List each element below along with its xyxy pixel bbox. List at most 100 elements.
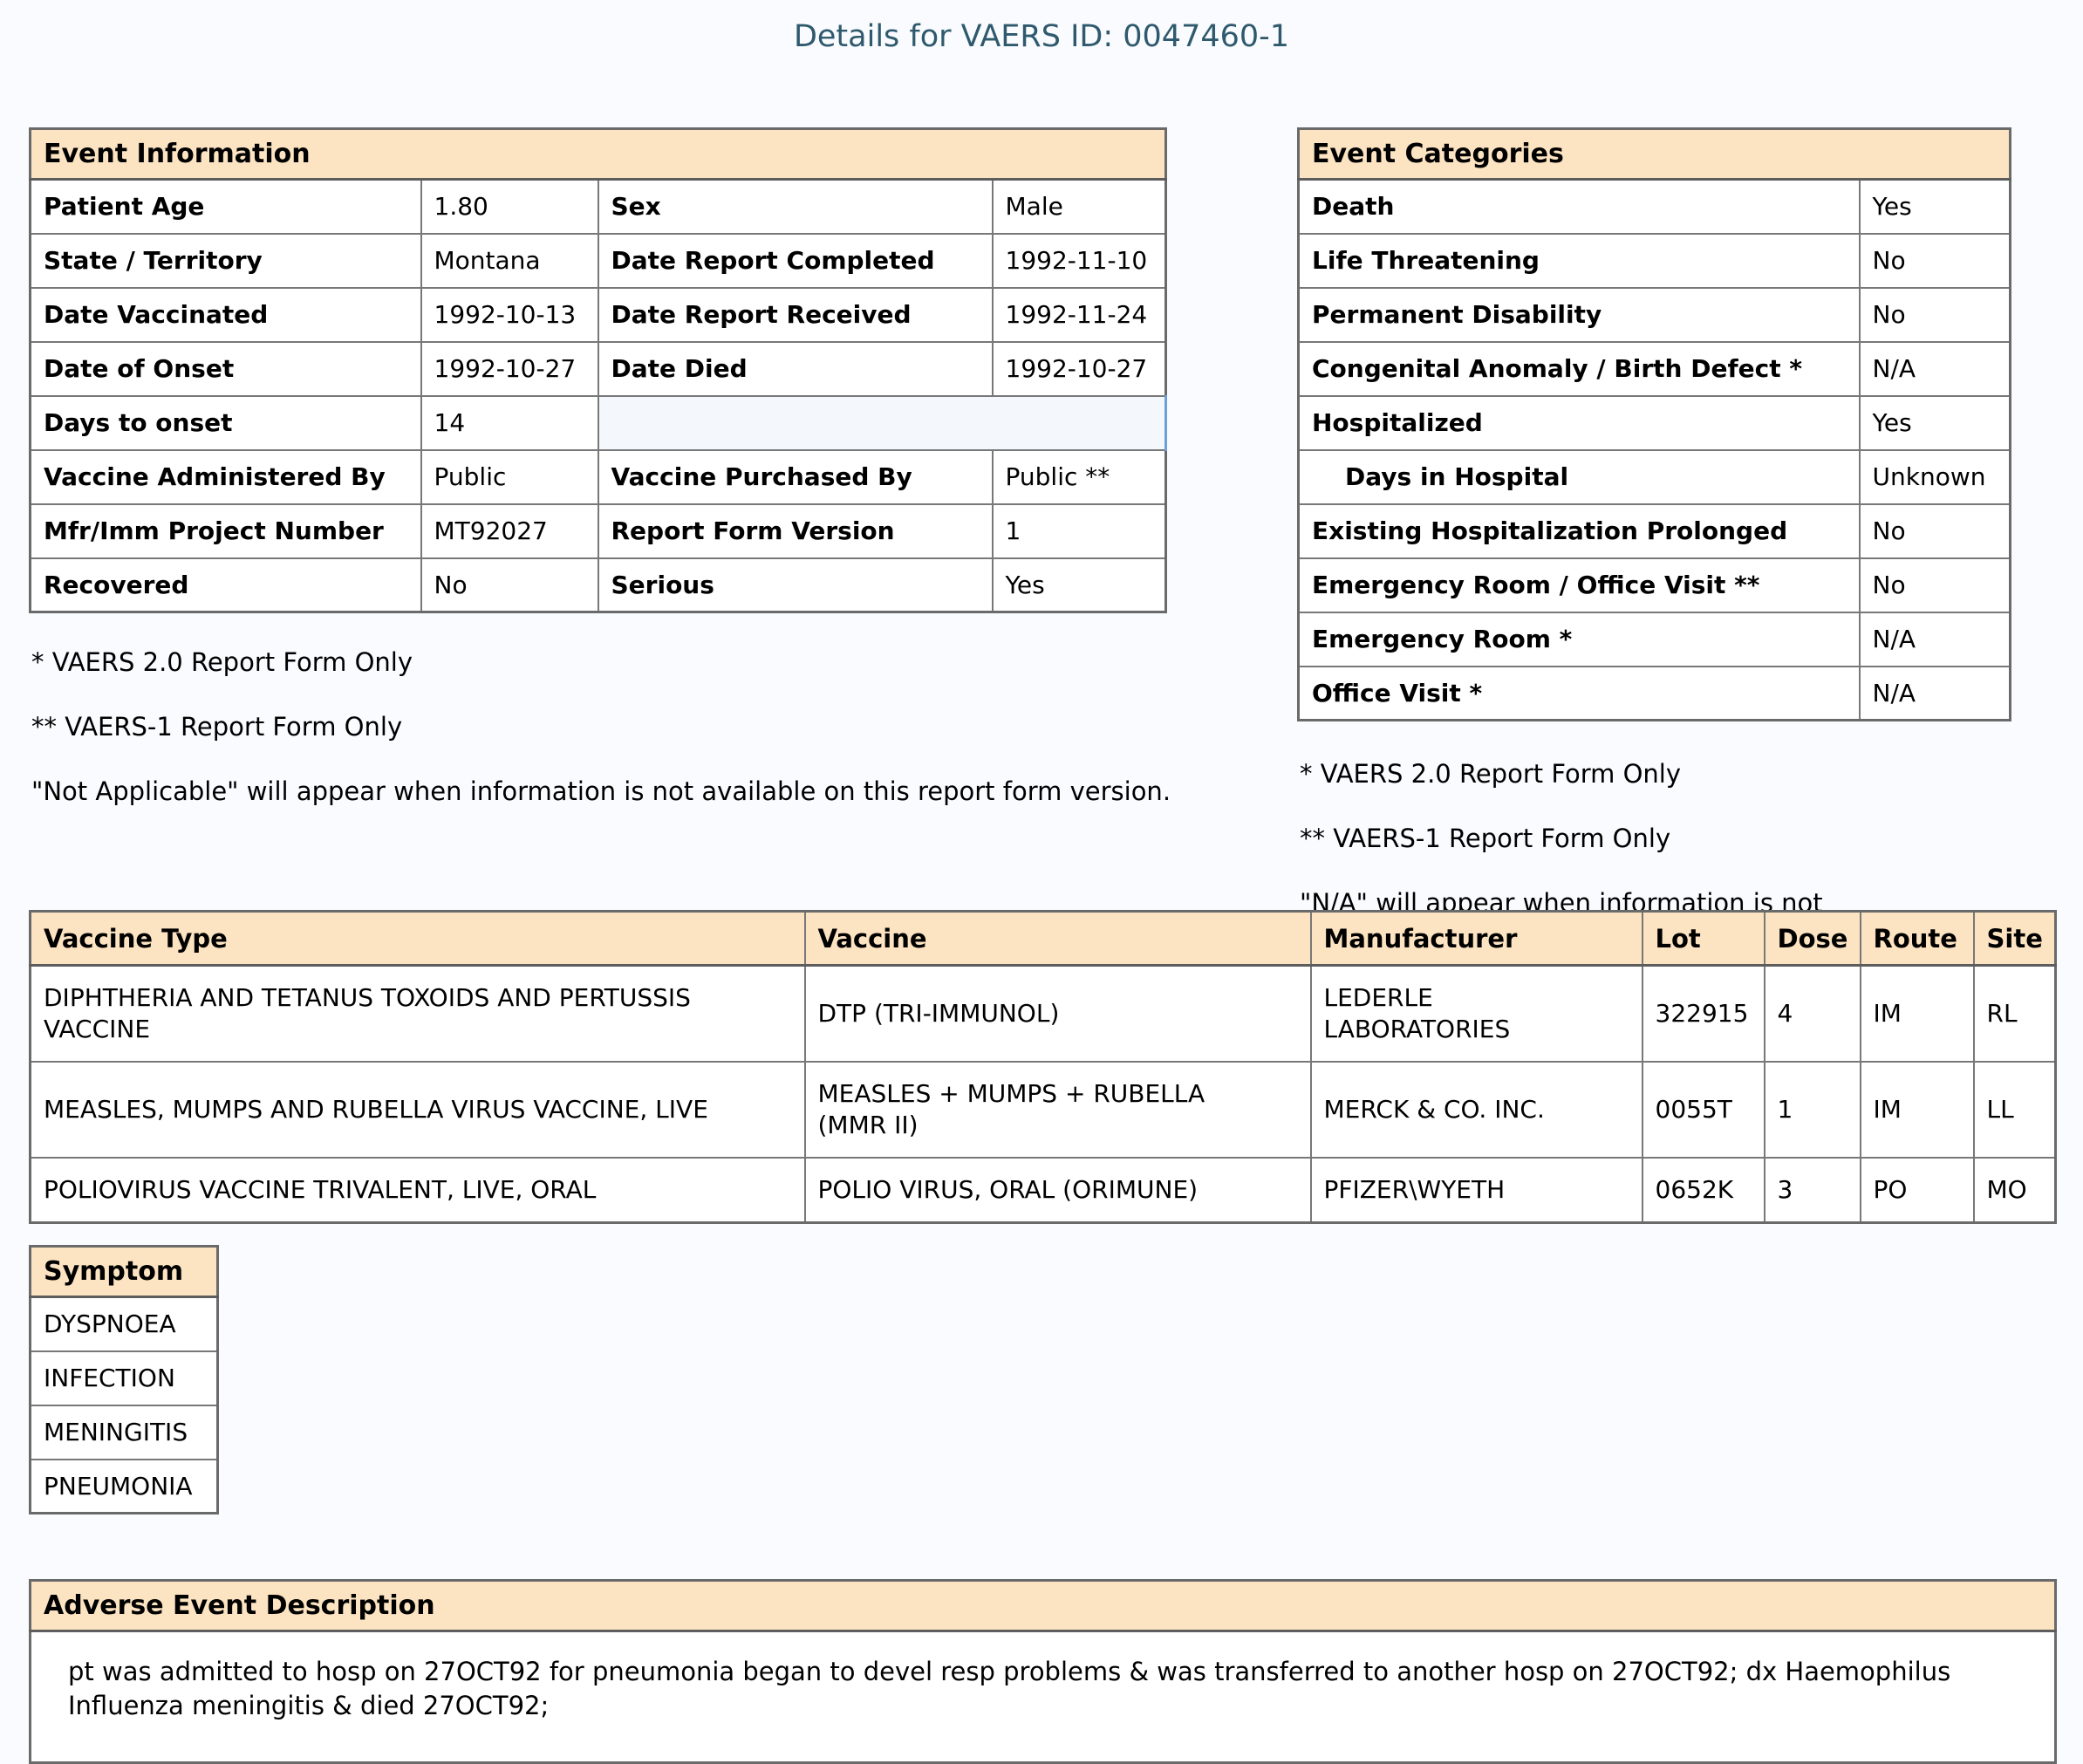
event-categories-table: Event Categories Death Yes Life Threaten… — [1297, 127, 2012, 721]
cell-value: Unknown — [1858, 448, 2011, 505]
section-header-row: Event Information — [29, 127, 1167, 181]
footnote-line: * VAERS 2.0 Report Form Only — [1300, 759, 1682, 789]
cell-label: Office Visit * — [1297, 665, 1861, 721]
cell-route: PO — [1859, 1157, 1975, 1224]
column-header: Vaccine — [803, 910, 1312, 967]
cell-vaccine-type: MEASLES, MUMPS AND RUBELLA VIRUS VACCINE… — [29, 1061, 806, 1159]
cell-symptom: PNEUMONIA — [29, 1458, 219, 1514]
cell-value: 1 — [991, 503, 1167, 559]
cell-value: Yes — [1858, 178, 2011, 235]
table-row: Date Vaccinated 1992-10-13 Date Report R… — [29, 286, 1167, 343]
table-row: Permanent Disability No — [1297, 286, 2011, 343]
adverse-event-header: Adverse Event Description — [29, 1579, 2057, 1632]
column-header: Site — [1972, 910, 2057, 967]
cell-label: Mfr/Imm Project Number — [29, 503, 422, 559]
table-row: Existing Hospitalization Prolonged No — [1297, 503, 2011, 559]
cell-vaccine: DTP (TRI-IMMUNOL) — [803, 964, 1312, 1063]
adverse-event-description: pt was admitted to hosp on 27OCT92 for p… — [29, 1630, 2057, 1764]
cell-label: Congenital Anomaly / Birth Defect * — [1297, 340, 1861, 397]
symptom-table: Symptom DYSPNOEA INFECTION MENINGITIS PN… — [29, 1245, 219, 1514]
cell-label: Existing Hospitalization Prolonged — [1297, 503, 1861, 559]
cell-label: Emergency Room * — [1297, 611, 1861, 667]
cell-dose: 4 — [1763, 964, 1861, 1063]
cell-label: Report Form Version — [597, 503, 994, 559]
cell-value: 1992-10-13 — [420, 286, 599, 343]
cell-vaccine: POLIO VIRUS, ORAL (ORIMUNE) — [803, 1157, 1312, 1224]
adverse-event-table: Adverse Event Description pt was admitte… — [29, 1579, 2057, 1764]
cell-lot: 322915 — [1641, 964, 1765, 1063]
table-row: POLIOVIRUS VACCINE TRIVALENT, LIVE, ORAL… — [29, 1157, 2057, 1224]
cell-value: Yes — [1858, 394, 2011, 451]
table-row: Congenital Anomaly / Birth Defect * N/A — [1297, 340, 2011, 397]
cell-label: Patient Age — [29, 178, 422, 235]
cell-label: Days to onset — [29, 394, 422, 451]
table-row: Vaccine Administered By Public Vaccine P… — [29, 448, 1167, 505]
table-row: Mfr/Imm Project Number MT92027 Report Fo… — [29, 503, 1167, 559]
cell-vaccine: MEASLES + MUMPS + RUBELLA (MMR II) — [803, 1061, 1312, 1159]
cell-value: No — [1858, 286, 2011, 343]
event-categories-header: Event Categories — [1297, 127, 2011, 181]
footnote-line: ** VAERS-1 Report Form Only — [31, 712, 403, 742]
cell-symptom: DYSPNOEA — [29, 1296, 219, 1352]
cell-label: Death — [1297, 178, 1861, 235]
cell-manufacturer: MERCK & CO. INC. — [1309, 1061, 1643, 1159]
event-information-header: Event Information — [29, 127, 1167, 181]
cell-value: 1992-10-27 — [420, 340, 599, 397]
cell-label: Vaccine Administered By — [29, 448, 422, 505]
cell-label: State / Territory — [29, 232, 422, 289]
cell-manufacturer: LEDERLE LABORATORIES — [1309, 964, 1643, 1063]
cell-value: Male — [991, 178, 1167, 235]
empty-cell — [597, 394, 1167, 451]
cell-label: Life Threatening — [1297, 232, 1861, 289]
cell-lot: 0055T — [1641, 1061, 1765, 1159]
cell-site: MO — [1972, 1157, 2057, 1224]
cell-value: 1992-10-27 — [991, 340, 1167, 397]
cell-vaccine-type: POLIOVIRUS VACCINE TRIVALENT, LIVE, ORAL — [29, 1157, 806, 1224]
section-header-row: Symptom — [29, 1245, 219, 1298]
cell-label: Date Report Received — [597, 286, 994, 343]
event-information-table: Event Information Patient Age 1.80 Sex M… — [29, 127, 1167, 613]
cell-value: 1992-11-10 — [991, 232, 1167, 289]
vaccines-table: Vaccine Type Vaccine Manufacturer Lot Do… — [29, 910, 2057, 1224]
section-header-row: Adverse Event Description — [29, 1579, 2057, 1632]
cell-route: IM — [1859, 1061, 1975, 1159]
cell-value: 1992-11-24 — [991, 286, 1167, 343]
table-row: DIPHTHERIA AND TETANUS TOXOIDS AND PERTU… — [29, 964, 2057, 1063]
cell-label: Emergency Room / Office Visit ** — [1297, 557, 1861, 613]
cell-site: LL — [1972, 1061, 2057, 1159]
cell-value: N/A — [1858, 665, 2011, 721]
cell-label: Sex — [597, 178, 994, 235]
table-row: Patient Age 1.80 Sex Male — [29, 178, 1167, 235]
cell-dose: 1 — [1763, 1061, 1861, 1159]
cell-dose: 3 — [1763, 1157, 1861, 1224]
table-row: MEASLES, MUMPS AND RUBELLA VIRUS VACCINE… — [29, 1061, 2057, 1159]
cell-label: Date of Onset — [29, 340, 422, 397]
table-row: Days to onset 14 — [29, 394, 1167, 451]
cell-vaccine-type: DIPHTHERIA AND TETANUS TOXOIDS AND PERTU… — [29, 964, 806, 1063]
cell-value: No — [1858, 232, 2011, 289]
cell-label: Vaccine Purchased By — [597, 448, 994, 505]
cell-manufacturer: PFIZER\WYETH — [1309, 1157, 1643, 1224]
cell-label: Days in Hospital — [1297, 448, 1861, 505]
cell-lot: 0652K — [1641, 1157, 1765, 1224]
table-row: Office Visit * N/A — [1297, 665, 2011, 721]
column-header: Dose — [1763, 910, 1861, 967]
cell-label: Recovered — [29, 557, 422, 613]
cell-label: Serious — [597, 557, 994, 613]
table-row: State / Territory Montana Date Report Co… — [29, 232, 1167, 289]
cell-label: Hospitalized — [1297, 394, 1861, 451]
table-row: Date of Onset 1992-10-27 Date Died 1992-… — [29, 340, 1167, 397]
cell-value: Public ** — [991, 448, 1167, 505]
column-header: Manufacturer — [1309, 910, 1643, 967]
footnote-line: "Not Applicable" will appear when inform… — [31, 776, 1171, 806]
cell-value: 1.80 — [420, 178, 599, 235]
cell-value: No — [1858, 503, 2011, 559]
table-row: Recovered No Serious Yes — [29, 557, 1167, 613]
table-row: pt was admitted to hosp on 27OCT92 for p… — [29, 1630, 2057, 1764]
cell-route: IM — [1859, 964, 1975, 1063]
event-information-footnotes: * VAERS 2.0 Report Form Only ** VAERS-1 … — [31, 614, 1253, 840]
cell-label: Date Vaccinated — [29, 286, 422, 343]
cell-value: Public — [420, 448, 599, 505]
cell-symptom: MENINGITIS — [29, 1404, 219, 1460]
